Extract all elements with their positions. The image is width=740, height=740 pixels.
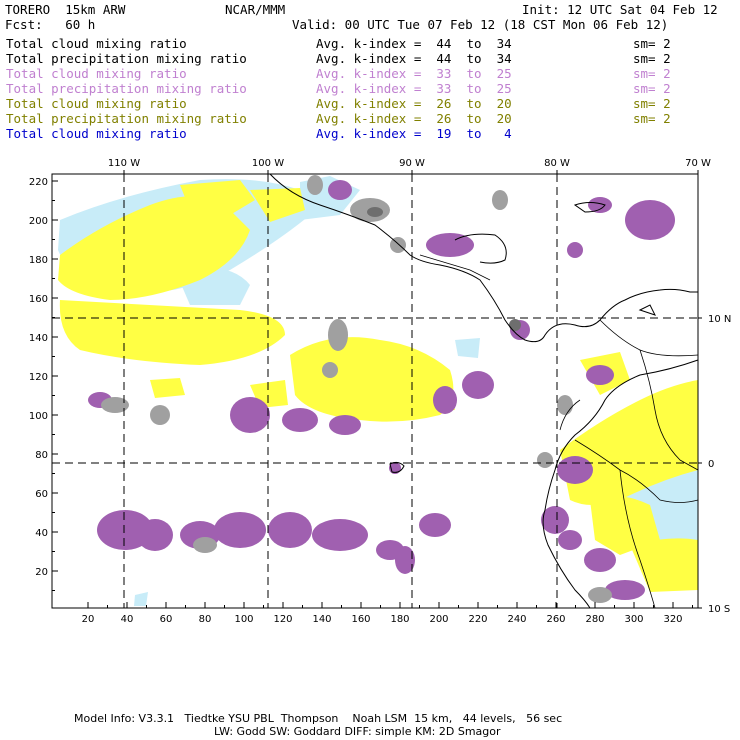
legend-sm: sm= 2 (633, 96, 671, 111)
bottom-tick-label: 220 (468, 614, 487, 625)
top-longitude-label: 90 W (399, 158, 425, 169)
bottom-tick-label: 260 (546, 614, 565, 625)
right-latitude-label: 0 (708, 459, 714, 470)
legend-sm: sm= 2 (633, 111, 671, 126)
legend-kindex: Avg. k-index = 44 to 34 (316, 51, 512, 66)
bottom-tick-label: 320 (663, 614, 682, 625)
left-tick-label: 160 (29, 294, 48, 305)
top-longitude-label: 80 W (544, 158, 570, 169)
org-name: NCAR/MMM (225, 2, 286, 17)
legend-sm: sm= 2 (633, 81, 671, 96)
bottom-tick-label: 100 (234, 614, 253, 625)
legend-row: Total precipitation mixing ratio Avg. k-… (6, 111, 671, 126)
map-frame (51, 173, 699, 609)
legend-row: Total cloud mixing ratio Avg. k-index = … (6, 36, 671, 51)
legend-kindex: Avg. k-index = 33 to 25 (316, 66, 512, 81)
model-info-line1: Model Info: V3.3.1 Tiedtke YSU PBL Thomp… (74, 712, 563, 725)
top-longitude-label: 100 W (252, 158, 284, 169)
bottom-tick-label: 240 (507, 614, 526, 625)
legend-sm: sm= 2 (633, 51, 671, 66)
bottom-tick-label: 80 (199, 614, 212, 625)
left-tick-label: 20 (35, 567, 48, 578)
dark-gray-precip-areas (367, 207, 521, 331)
legend-row: Total cloud mixing ratio Avg. k-index = … (6, 126, 512, 141)
bottom-tick-label: 60 (160, 614, 173, 625)
legend-row: Total precipitation mixing ratio Avg. k-… (6, 81, 671, 96)
country-borders (419, 254, 699, 609)
left-tick-label: 220 (29, 177, 48, 188)
left-tick-label: 80 (35, 450, 48, 461)
axis-ticks: 220 200 180 160 140 120 100 80 60 40 20 20 40 60 80 100… (29, 158, 731, 625)
right-latitude-label: 10 N (708, 314, 731, 325)
coastlines (269, 173, 699, 609)
precip-fields (58, 175, 698, 606)
left-tick-label: 60 (35, 489, 48, 500)
bottom-tick-label: 200 (429, 614, 448, 625)
legend-kindex: Avg. k-index = 33 to 25 (316, 81, 512, 96)
model-info-line2: LW: Godd SW: Goddard DIFF: simple KM: 2D… (214, 725, 501, 738)
init-time: Init: 12 UTC Sat 04 Feb 12 (522, 2, 718, 17)
bottom-tick-label: 280 (585, 614, 604, 625)
legend-field: Total cloud mixing ratio (6, 96, 187, 111)
bottom-tick-label: 20 (82, 614, 95, 625)
legend-row: Total cloud mixing ratio Avg. k-index = … (6, 96, 671, 111)
gray-precip-areas (101, 175, 612, 603)
legend-field: Total cloud mixing ratio (6, 36, 187, 51)
legend-kindex: Avg. k-index = 44 to 34 (316, 36, 512, 51)
legend-sm: sm= 2 (633, 36, 671, 51)
lat-lon-grid (52, 174, 698, 608)
bottom-tick-label: 140 (312, 614, 331, 625)
legend-field: Total precipitation mixing ratio (6, 51, 247, 66)
legend-row: Total precipitation mixing ratio Avg. k-… (6, 51, 671, 66)
left-tick-label: 140 (29, 333, 48, 344)
left-tick-label: 180 (29, 255, 48, 266)
valid-time: Valid: 00 UTC Tue 07 Feb 12 (18 CST Mon … (292, 17, 669, 32)
legend-kindex: Avg. k-index = 19 to 4 (316, 126, 512, 141)
bottom-tick-label: 40 (121, 614, 134, 625)
legend-field: Total cloud mixing ratio (6, 66, 187, 81)
legend-field: Total precipitation mixing ratio (6, 111, 247, 126)
legend-kindex: Avg. k-index = 26 to 20 (316, 96, 512, 111)
left-tick-label: 100 (29, 411, 48, 422)
bottom-tick-label: 120 (273, 614, 292, 625)
bottom-tick-label: 160 (351, 614, 370, 625)
model-name: TORERO 15km ARW (5, 2, 126, 17)
left-tick-label: 40 (35, 528, 48, 539)
bottom-tick-label: 300 (624, 614, 643, 625)
right-latitude-label: 10 S (708, 604, 730, 615)
legend-field: Total cloud mixing ratio (6, 126, 187, 141)
legend-field: Total precipitation mixing ratio (6, 81, 247, 96)
forecast-hour: Fcst: 60 h (5, 17, 96, 32)
yellow-precip-areas (58, 180, 698, 592)
top-longitude-label: 70 W (685, 158, 711, 169)
left-tick-label: 200 (29, 216, 48, 227)
legend-kindex: Avg. k-index = 26 to 20 (316, 111, 512, 126)
legend-sm: sm= 2 (633, 66, 671, 81)
left-tick-label: 120 (29, 372, 48, 383)
top-longitude-label: 110 W (108, 158, 140, 169)
bottom-tick-label: 180 (390, 614, 409, 625)
legend-row: Total cloud mixing ratio Avg. k-index = … (6, 66, 671, 81)
